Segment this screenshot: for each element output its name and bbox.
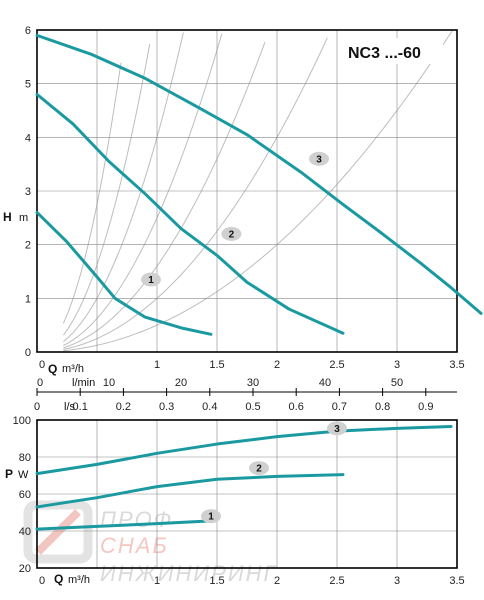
x-tick-label: 2.5 <box>329 359 344 371</box>
x-tick-label: 2 <box>274 575 280 587</box>
y-tick-label: 3 <box>25 186 31 198</box>
power-x-tick-labels: 0 1 1.5 2 2.5 3 3.5 <box>39 575 465 587</box>
series-badge-1 <box>201 509 221 524</box>
lmin-tick-label: 20 <box>175 377 187 389</box>
chart-title: NC3 ...-60 <box>348 45 421 62</box>
y-tick-label: 2 <box>25 240 31 252</box>
series-line-1 <box>35 519 213 531</box>
series-line-3 <box>35 424 453 476</box>
ls-tick-label: 0.1 <box>73 401 88 413</box>
system-curve <box>63 30 453 352</box>
head-ylabel-unit: m <box>19 212 28 224</box>
y-tick-label: 80 <box>19 452 31 464</box>
watermark-logo: ПРОФ СНАБ ИНЖИНИРИНГ <box>23 500 277 586</box>
system-curve <box>62 62 122 324</box>
system-curve <box>63 37 328 350</box>
x-tick-label: 3 <box>394 575 400 587</box>
series-line-2 <box>35 92 345 335</box>
lmin-tick-labels: 0 10 20 30 40 50 <box>37 377 403 389</box>
x-tick-label: 3 <box>394 359 400 371</box>
head-chart-panel: 1 2 3 0 1 2 3 4 5 6 0 1 1.5 2 2.5 3 3.5 NC3 ...-60 H m <box>3 25 483 371</box>
power-frame <box>36 419 458 569</box>
power-grid <box>37 420 457 568</box>
x-tick-label: 2 <box>274 359 280 371</box>
q-axis-unit: m³/h <box>62 363 84 375</box>
power-q-axis-label: Q <box>54 572 63 586</box>
x-tick-label: 1.5 <box>209 575 224 587</box>
head-ylabel-main: H <box>3 210 12 224</box>
ls-tick-label: 0.5 <box>245 401 260 413</box>
series-badge-label-3: 3 <box>334 424 340 435</box>
head-y-tick-labels: 0 1 2 3 4 5 6 <box>25 25 31 359</box>
ls-tick-label: 0.8 <box>375 401 390 413</box>
x-tick-label: 1 <box>154 359 160 371</box>
ls-tick-label: 0 <box>34 401 40 413</box>
watermark-line1: ПРОФ <box>100 507 173 532</box>
watermark-line2: СНАБ <box>100 533 169 558</box>
ls-tick-label: 0.2 <box>116 401 131 413</box>
series-badge-3 <box>309 151 329 166</box>
series-badge-1 <box>141 272 161 287</box>
y-tick-label: 5 <box>25 79 31 91</box>
series-badge-label-1: 1 <box>148 275 154 286</box>
lmin-tick-label: 30 <box>247 377 259 389</box>
series-badge-3 <box>327 421 347 436</box>
secondary-flow-axes: Q m³/h l/min 0 10 20 30 40 50 0 0.1 0.2 0.3 0.4 0.… <box>34 362 457 413</box>
ls-tick-label: 0.9 <box>418 401 433 413</box>
y-tick-label: 0 <box>25 347 31 359</box>
system-curve <box>63 33 223 346</box>
title-box <box>343 38 443 64</box>
series-badge-2 <box>221 226 242 241</box>
x-tick-label: 3.5 <box>449 575 464 587</box>
series-badge-label-2: 2 <box>229 229 235 240</box>
y-tick-label: 6 <box>25 25 31 37</box>
head-x-tick-labels: 0 1 1.5 2 2.5 3 3.5 <box>39 359 465 371</box>
lmin-tick-label: 40 <box>319 377 331 389</box>
series-line-2 <box>35 473 345 509</box>
y-tick-label: 100 <box>13 415 31 427</box>
y-tick-label: 1 <box>25 293 31 305</box>
power-ylabel-unit: W <box>18 469 29 481</box>
y-tick-label: 60 <box>19 489 31 501</box>
lmin-tick-label: 0 <box>37 377 43 389</box>
x-tick-label: 0 <box>39 575 45 587</box>
system-curve <box>63 32 184 342</box>
series-badge-label-2: 2 <box>256 464 262 475</box>
y-tick-label: 4 <box>25 132 31 144</box>
lmin-tick-label: 50 <box>391 377 403 389</box>
power-ylabel-main: P <box>5 467 13 481</box>
power-chart-panel: 1 2 3 20 40 60 80 100 0 1 1.5 2 2.5 3 3.5 P W Q m³/h <box>5 415 465 587</box>
series-badge-2 <box>249 461 269 476</box>
q-axis-label: Q <box>48 362 57 376</box>
power-y-tick-labels: 20 40 60 80 100 <box>13 415 31 575</box>
ls-tick-label: 0.7 <box>332 401 347 413</box>
ls-tick-label: 0.3 <box>159 401 174 413</box>
head-grid <box>37 30 457 352</box>
ls-tick-group: 0 0.1 0.2 0.3 0.4 0.5 0.6 0.7 0.8 0.9 <box>34 388 433 413</box>
x-tick-label: 2.5 <box>329 575 344 587</box>
y-tick-label: 40 <box>19 526 31 538</box>
head-frame <box>36 29 458 353</box>
lmin-tick-label: 10 <box>103 377 115 389</box>
series-badge-label-3: 3 <box>316 154 322 165</box>
x-tick-label: 0 <box>39 359 45 371</box>
system-curve <box>62 43 151 336</box>
ls-tick-label: 0.6 <box>289 401 304 413</box>
lmin-axis-unit: l/min <box>72 377 95 389</box>
watermark-line3: ИНЖИНИРИНГ <box>100 561 277 586</box>
series-badge-label-1: 1 <box>208 512 214 523</box>
power-q-axis-unit: m³/h <box>68 574 90 586</box>
x-tick-label: 1 <box>154 575 160 587</box>
x-tick-label: 3.5 <box>449 359 464 371</box>
power-series-group: 1 2 3 <box>35 421 453 531</box>
series-line-3 <box>35 33 483 315</box>
ls-tick-label: 0.4 <box>202 401 217 413</box>
head-series-group: 1 2 3 <box>35 33 483 336</box>
x-tick-label: 1.5 <box>209 359 224 371</box>
ls-axis-unit: l/s <box>64 401 76 413</box>
y-tick-label: 20 <box>19 563 31 575</box>
